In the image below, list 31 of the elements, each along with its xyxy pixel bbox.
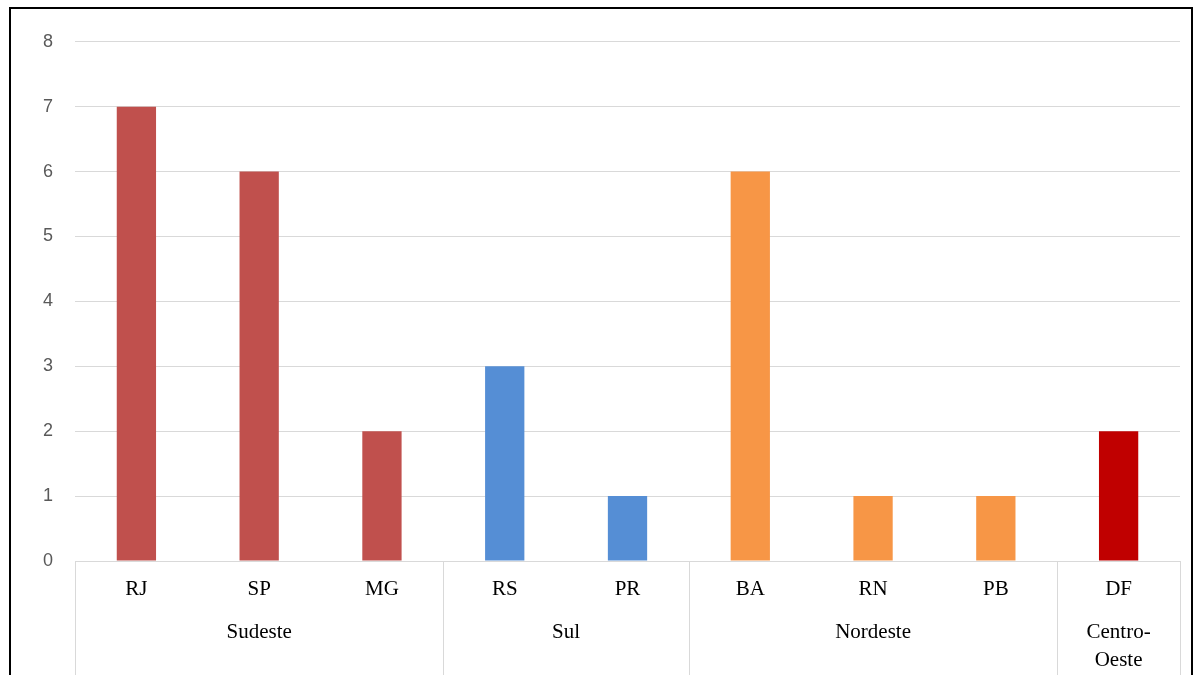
bar bbox=[116, 106, 157, 561]
y-tick-label: 3 bbox=[43, 355, 54, 376]
x-tick-label: MG bbox=[365, 576, 399, 601]
bar bbox=[607, 496, 648, 561]
text: Nordeste bbox=[835, 618, 911, 643]
x-tick-label: SP bbox=[247, 576, 271, 601]
x-tick-label: DF bbox=[1105, 576, 1133, 601]
bar bbox=[976, 496, 1016, 561]
y-tick-label: 1 bbox=[43, 485, 54, 506]
x-tick-label: PR bbox=[614, 576, 641, 601]
bar bbox=[485, 366, 525, 561]
text: Centro-Oeste bbox=[1086, 618, 1151, 671]
bar bbox=[853, 496, 893, 561]
y-tick-label: 8 bbox=[43, 30, 54, 51]
bar bbox=[362, 431, 402, 561]
x-tick-label: PB bbox=[982, 576, 1009, 601]
x-tick-label: RN bbox=[858, 576, 888, 601]
y-tick-label: 0 bbox=[43, 549, 54, 570]
y-tick-label: 2 bbox=[43, 420, 54, 441]
x-tick-label: RS bbox=[491, 576, 518, 601]
y-tick-label: 7 bbox=[43, 95, 54, 116]
x-tick-label: BA bbox=[735, 576, 766, 601]
y-tick-label: 6 bbox=[43, 160, 54, 181]
y-tick-label: 4 bbox=[43, 290, 54, 311]
bar bbox=[1098, 431, 1139, 561]
text: Sul bbox=[552, 618, 581, 643]
x-tick-label: RJ bbox=[125, 576, 148, 601]
bar bbox=[239, 171, 279, 561]
bar bbox=[730, 171, 770, 561]
text: Sudeste bbox=[226, 618, 292, 643]
y-tick-label: 5 bbox=[43, 225, 54, 246]
